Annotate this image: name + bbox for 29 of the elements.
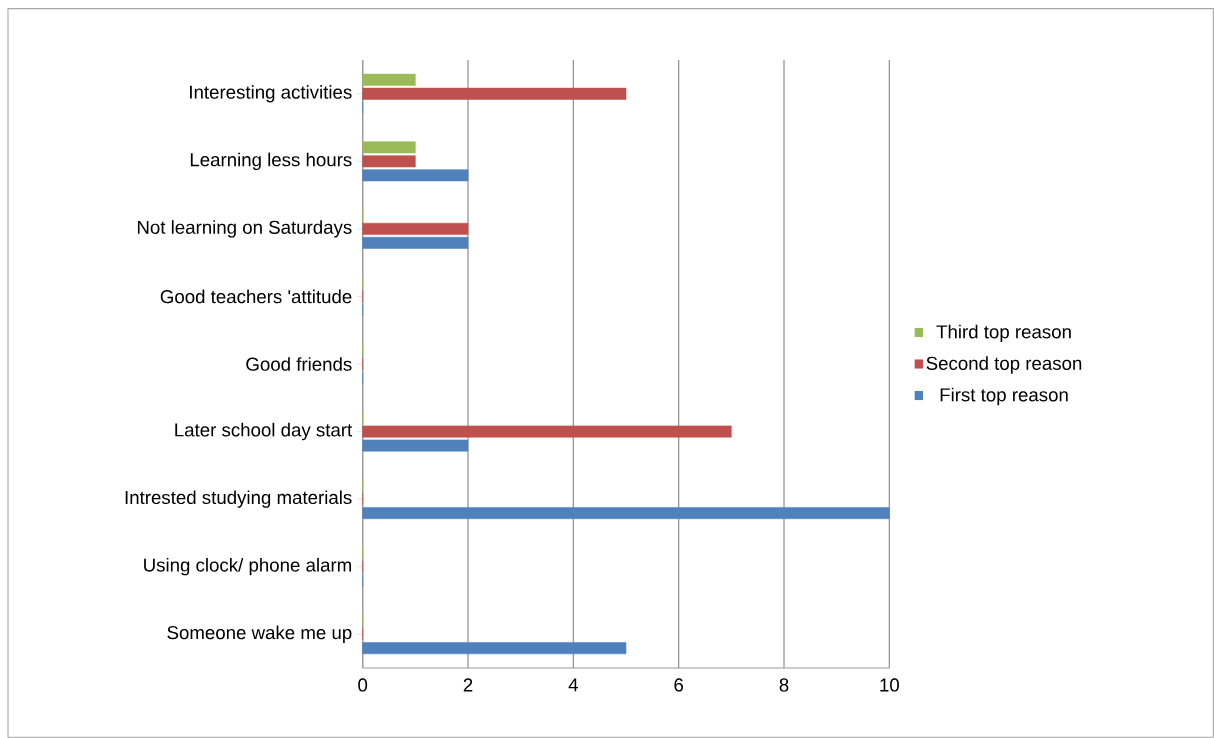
bar <box>362 169 469 182</box>
bar <box>362 155 416 168</box>
bar <box>362 141 416 154</box>
y-tick-label: Someone wake me up <box>167 625 352 643</box>
y-tick-label: Using clock/ phone alarm <box>144 557 351 576</box>
x-tick-label: 0 <box>358 678 368 692</box>
y-tick-label: Not learning on Saturdays <box>137 220 352 238</box>
bar <box>362 439 469 452</box>
y-tick-label: Later school day start <box>175 422 353 441</box>
legend-label: Third top reason <box>936 324 1071 343</box>
y-tick-label: Interesting activities <box>190 85 352 103</box>
y-tick-label: Intrested studying materials <box>125 490 352 508</box>
x-tick-label: 4 <box>568 678 578 692</box>
x-tick-label: 8 <box>779 678 789 692</box>
legend-label: Second top reason <box>926 356 1082 374</box>
bar <box>362 642 627 655</box>
x-tick-label: 10 <box>880 678 899 692</box>
bar <box>362 507 890 520</box>
y-tick-label: Good friends <box>246 357 352 371</box>
x-tick-label: 6 <box>674 678 684 692</box>
y-tick-label: Good teachers 'attitude <box>160 289 352 304</box>
y-tick-label: Learning less hours <box>190 152 352 171</box>
bar <box>362 425 732 438</box>
legend-label: First top reason <box>940 387 1068 406</box>
bar <box>362 73 416 86</box>
bar <box>362 222 469 235</box>
bar <box>362 236 469 249</box>
x-tick-label: 2 <box>463 678 473 692</box>
bar <box>362 87 627 100</box>
